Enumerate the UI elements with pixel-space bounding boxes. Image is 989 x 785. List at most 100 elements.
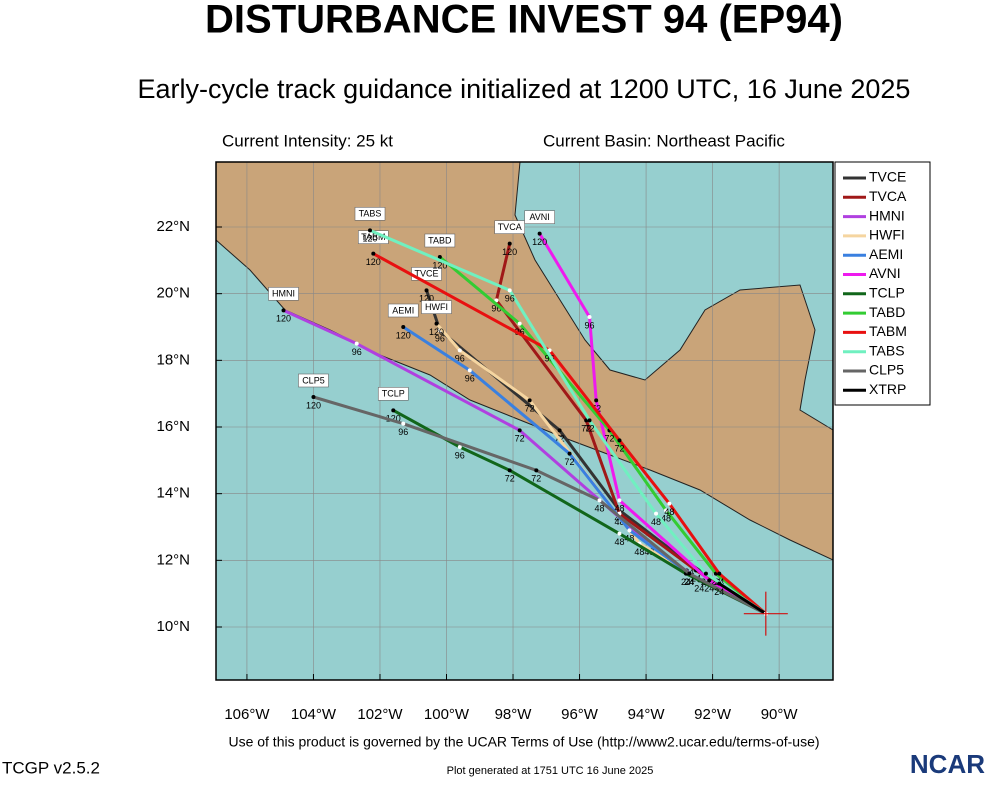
hour-label: 120 xyxy=(502,247,517,257)
hour-label: 24 xyxy=(694,584,704,594)
hour-label: 72 xyxy=(565,457,575,467)
track-point xyxy=(494,298,499,303)
hour-label: 48 xyxy=(661,514,671,524)
track-point xyxy=(391,408,396,413)
y-tick-label: 14°N xyxy=(156,485,190,502)
tracks: 24 48 72 96 120 TVCE 24 48 72 96 120 TVCA 24 48 72 96 12… xyxy=(268,207,788,636)
legend-label: TABD xyxy=(869,304,905,320)
hour-label: 72 xyxy=(531,474,541,484)
hour-label: 48 xyxy=(594,504,604,514)
y-tick-label: 16°N xyxy=(156,418,190,435)
hour-label: 96 xyxy=(455,354,465,364)
model-box-label: TVCE xyxy=(415,269,439,279)
hour-label: 24 xyxy=(704,584,714,594)
legend-label: TABM xyxy=(869,323,907,339)
legend-label: XTRP xyxy=(869,381,906,397)
track-point xyxy=(401,421,406,426)
hour-label: 120 xyxy=(419,294,434,304)
hour-label: 72 xyxy=(614,444,624,454)
x-tick-label: 98°W xyxy=(495,706,533,723)
intensity: Current Intensity: 25 kt xyxy=(222,131,393,150)
track-point xyxy=(587,315,592,319)
model-box xyxy=(354,207,386,221)
hour-label: 24 xyxy=(714,587,724,597)
hour-label: 96 xyxy=(505,294,515,304)
track-point xyxy=(467,368,472,373)
track-point xyxy=(667,501,672,506)
legend-label: TVCE xyxy=(869,169,906,185)
hour-label: 120 xyxy=(276,314,291,324)
x-tick-label: 106°W xyxy=(224,706,270,723)
track-point xyxy=(311,395,316,399)
legend-label: TABS xyxy=(869,342,905,358)
track-point xyxy=(717,571,722,576)
hour-label: 96 xyxy=(465,374,475,384)
model-box-label: CLP5 xyxy=(302,375,325,385)
hour-label: 96 xyxy=(491,304,501,314)
grid xyxy=(216,162,833,680)
hour-label: 120 xyxy=(429,327,444,337)
model-box-label: TCLP xyxy=(382,389,405,399)
y-tick-label: 12°N xyxy=(156,551,190,568)
legend-label: TCLP xyxy=(869,285,905,301)
hour-label: 120 xyxy=(532,237,547,247)
hour-label: 96 xyxy=(545,354,555,364)
y-tick-label: 18°N xyxy=(156,351,190,368)
map-frame xyxy=(215,161,834,681)
x-tick-label: 96°W xyxy=(561,706,599,723)
hour-label: 120 xyxy=(386,414,401,424)
hour-label: 96 xyxy=(398,427,408,437)
track-point xyxy=(437,255,442,259)
hour-label: 120 xyxy=(366,257,381,267)
logo: NCAR xyxy=(910,749,985,779)
legend-label: HWFI xyxy=(869,227,905,243)
model-box-label: TVCA xyxy=(498,222,522,232)
track-point xyxy=(627,528,632,533)
model-box xyxy=(424,233,456,248)
hour-label: 72 xyxy=(604,434,614,444)
track-point xyxy=(507,241,512,246)
track-point xyxy=(401,325,406,329)
hour-label: 48 xyxy=(614,517,624,527)
model-box xyxy=(377,387,409,401)
track-line xyxy=(313,395,767,615)
hour-label: 96 xyxy=(455,450,465,460)
track-point xyxy=(717,581,722,586)
model-box-label: AEMI xyxy=(392,305,414,315)
hour-label: 24 xyxy=(684,577,694,587)
model-box-label: AVNI xyxy=(529,212,549,222)
track-point xyxy=(703,571,708,576)
track-point xyxy=(517,321,522,326)
track-point xyxy=(368,228,373,233)
x-tick-label: 100°W xyxy=(424,706,470,723)
model-box xyxy=(298,373,329,388)
track-line xyxy=(718,582,767,615)
x-tick-label: 94°W xyxy=(628,706,666,723)
version: TCGP v2.5.2 xyxy=(2,758,100,777)
track-point xyxy=(517,428,522,433)
model-box xyxy=(524,210,555,224)
y-tick-label: 10°N xyxy=(156,618,190,635)
title: DISTURBANCE INVEST 94 (EP94) xyxy=(205,0,843,42)
track-point xyxy=(281,308,286,313)
track-point xyxy=(354,341,359,346)
track-point xyxy=(507,468,512,473)
track-point xyxy=(434,321,439,326)
subtitle: Early-cycle track guidance initialized a… xyxy=(138,74,911,104)
x-tick-label: 92°W xyxy=(694,706,732,723)
hour-label: 72 xyxy=(581,424,591,434)
hour-label: 48 xyxy=(664,507,674,517)
y-tick-label: 20°N xyxy=(156,285,190,302)
model-box-label: TABM xyxy=(361,232,385,242)
hour-label: 48 xyxy=(634,547,644,557)
model-box xyxy=(421,300,452,314)
basin: Current Basin: Northeast Pacific xyxy=(543,131,785,150)
x-tick-label: 90°W xyxy=(761,706,799,723)
legend-box xyxy=(834,161,931,406)
hour-label: 48 xyxy=(651,517,661,527)
terms: Use of this product is governed by the U… xyxy=(228,734,819,750)
hour-label: 24 xyxy=(684,577,694,587)
track-point xyxy=(654,511,659,516)
track-point xyxy=(424,288,429,293)
